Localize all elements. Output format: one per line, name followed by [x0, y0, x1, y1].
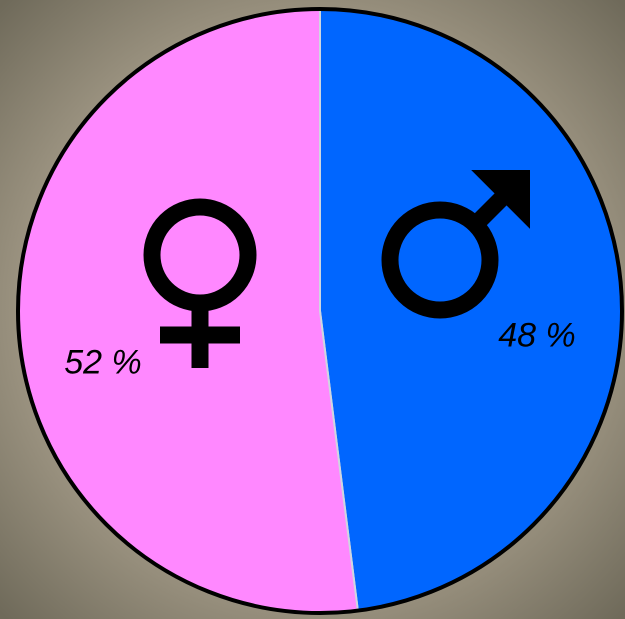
value-label: 48 % — [498, 316, 576, 354]
pie — [18, 9, 622, 613]
value-label: 52 % — [64, 344, 142, 382]
page: 48 %52 % (() => { const data = JSON.pars… — [0, 0, 625, 619]
chart: 48 % 52 % — [0, 0, 625, 619]
